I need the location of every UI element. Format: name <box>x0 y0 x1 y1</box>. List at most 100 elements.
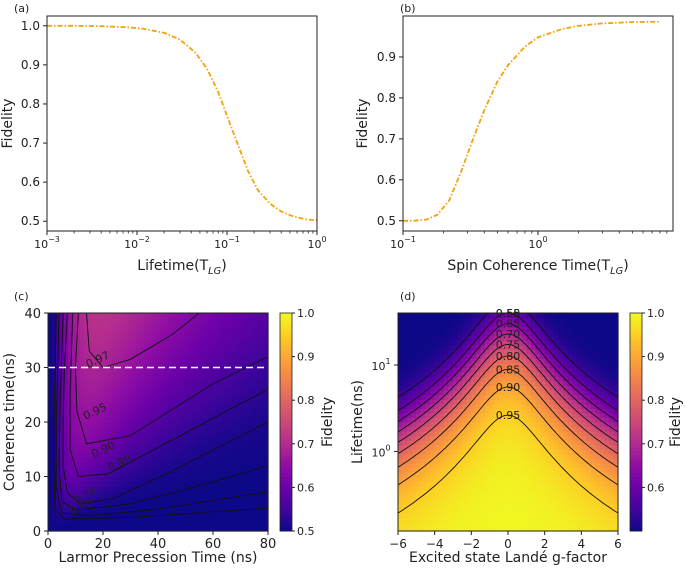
heatmap-cell-c <box>200 313 205 319</box>
heatmap-cell-c <box>144 332 149 339</box>
heatmap-cell-c <box>48 496 53 502</box>
heatmap-cell-c <box>160 313 165 319</box>
heatmap-cell-d <box>453 444 459 450</box>
heatmap-cell-d <box>526 431 532 437</box>
heatmap-cell-c <box>236 352 241 359</box>
heatmap-cell-d <box>517 403 523 409</box>
heatmap-cell-c <box>140 466 145 473</box>
heatmap-cell-c <box>232 392 237 398</box>
heatmap-cell-c <box>68 451 73 458</box>
heatmap-cell-d <box>411 335 417 341</box>
heatmap-cell-c <box>100 342 105 349</box>
contour-line-d <box>397 355 619 455</box>
heatmap-cell-c <box>100 327 105 334</box>
heatmap-cell-d <box>581 503 587 509</box>
heatmap-cell-c <box>180 451 185 458</box>
heatmap-cell-c <box>196 431 201 438</box>
heatmap-cell-d <box>448 503 454 509</box>
heatmap-cell-c <box>220 313 225 319</box>
heatmap-cell-c <box>228 476 233 483</box>
panel-label-a: (a) <box>14 2 29 15</box>
heatmap-cell-c <box>92 342 97 349</box>
heatmap-cell-d <box>420 476 427 482</box>
heatmap-cell-c <box>76 511 81 517</box>
heatmap-cell-c <box>116 357 121 364</box>
heatmap-cell-d <box>526 517 532 523</box>
heatmap-cell-d <box>480 476 486 482</box>
heatmap-cell-c <box>96 372 101 378</box>
heatmap-cell-c <box>168 521 173 527</box>
heatmap-cell-c <box>84 451 89 458</box>
heatmap-cell-c <box>144 372 149 378</box>
heatmap-cell-d <box>558 508 564 514</box>
heatmap-cell-c <box>196 422 201 428</box>
heatmap-cell-d <box>480 512 486 518</box>
heatmap-cell-c <box>180 337 185 344</box>
heatmap-cell-d <box>517 322 523 328</box>
heatmap-cell-d <box>453 353 459 360</box>
heatmap-cell-c <box>156 431 161 438</box>
heatmap-cell-d <box>585 376 592 382</box>
heatmap-cell-d <box>402 394 408 400</box>
heatmap-cell-d <box>608 453 615 459</box>
heatmap-cell-c <box>52 352 57 359</box>
heatmap-cell-c <box>256 441 261 448</box>
heatmap-cell-c <box>240 456 245 463</box>
heatmap-cell-d <box>430 467 436 473</box>
heatmap-cell-d <box>425 313 431 319</box>
heatmap-cell-c <box>232 461 237 468</box>
heatmap-cell-c <box>192 446 197 453</box>
heatmap-cell-c <box>68 501 73 507</box>
heatmap-cell-c <box>200 466 205 473</box>
heatmap-cell-d <box>595 458 601 464</box>
heatmap-cell-d <box>443 449 450 455</box>
heatmap-cell-d <box>471 490 477 496</box>
heatmap-cell-d <box>471 358 477 364</box>
colorbar-segment-c <box>280 389 292 394</box>
heatmap-cell-d <box>420 399 427 405</box>
heatmap-cell-c <box>144 342 149 349</box>
heatmap-cell-c <box>132 327 137 334</box>
heatmap-cell-c <box>196 317 201 324</box>
heatmap-cell-c <box>252 486 257 492</box>
heatmap-cell-c <box>120 347 125 354</box>
heatmap-cell-c <box>252 372 257 378</box>
heatmap-cell-c <box>224 491 229 497</box>
heatmap-cell-c <box>52 511 57 517</box>
heatmap-cell-c <box>88 362 93 369</box>
heatmap-cell-c <box>112 417 117 423</box>
heatmap-cell-c <box>144 402 149 408</box>
heatmap-cell-c <box>92 456 97 463</box>
heatmap-cell-c <box>128 471 133 478</box>
heatmap-cell-d <box>443 517 450 523</box>
heatmap-cell-c <box>200 451 205 458</box>
heatmap-cell-c <box>144 506 149 512</box>
heatmap-cell-c <box>140 352 145 359</box>
heatmap-cell-c <box>160 451 165 458</box>
heatmap-cell-d <box>448 458 454 464</box>
heatmap-cell-d <box>480 485 486 491</box>
heatmap-cell-d <box>558 476 564 482</box>
heatmap-cell-c <box>168 441 173 448</box>
heatmap-cell-c <box>168 422 173 428</box>
heatmap-cell-d <box>425 408 431 414</box>
heatmap-cell-d <box>544 481 550 487</box>
heatmap-cell-c <box>260 337 265 344</box>
heatmap-cell-c <box>240 392 245 398</box>
heatmap-cell-c <box>112 516 117 522</box>
colorbar-segment-c <box>280 356 292 361</box>
heatmap-cell-c <box>208 426 213 433</box>
heatmap-cell-c <box>244 337 249 344</box>
heatmap-cell-c <box>244 422 249 428</box>
heatmap-cell-d <box>563 313 569 319</box>
heatmap-cell-d <box>443 435 450 441</box>
heatmap-cell-c <box>264 506 269 512</box>
heatmap-cell-c <box>260 367 265 374</box>
heatmap-cell-c <box>160 441 165 448</box>
heatmap-cell-c <box>228 342 233 349</box>
heatmap-cell-c <box>88 412 93 418</box>
heatmap-cell-c <box>116 417 121 423</box>
heatmap-cell-c <box>224 342 229 349</box>
heatmap-cell-d <box>535 490 541 496</box>
heatmap-cell-c <box>148 367 153 374</box>
